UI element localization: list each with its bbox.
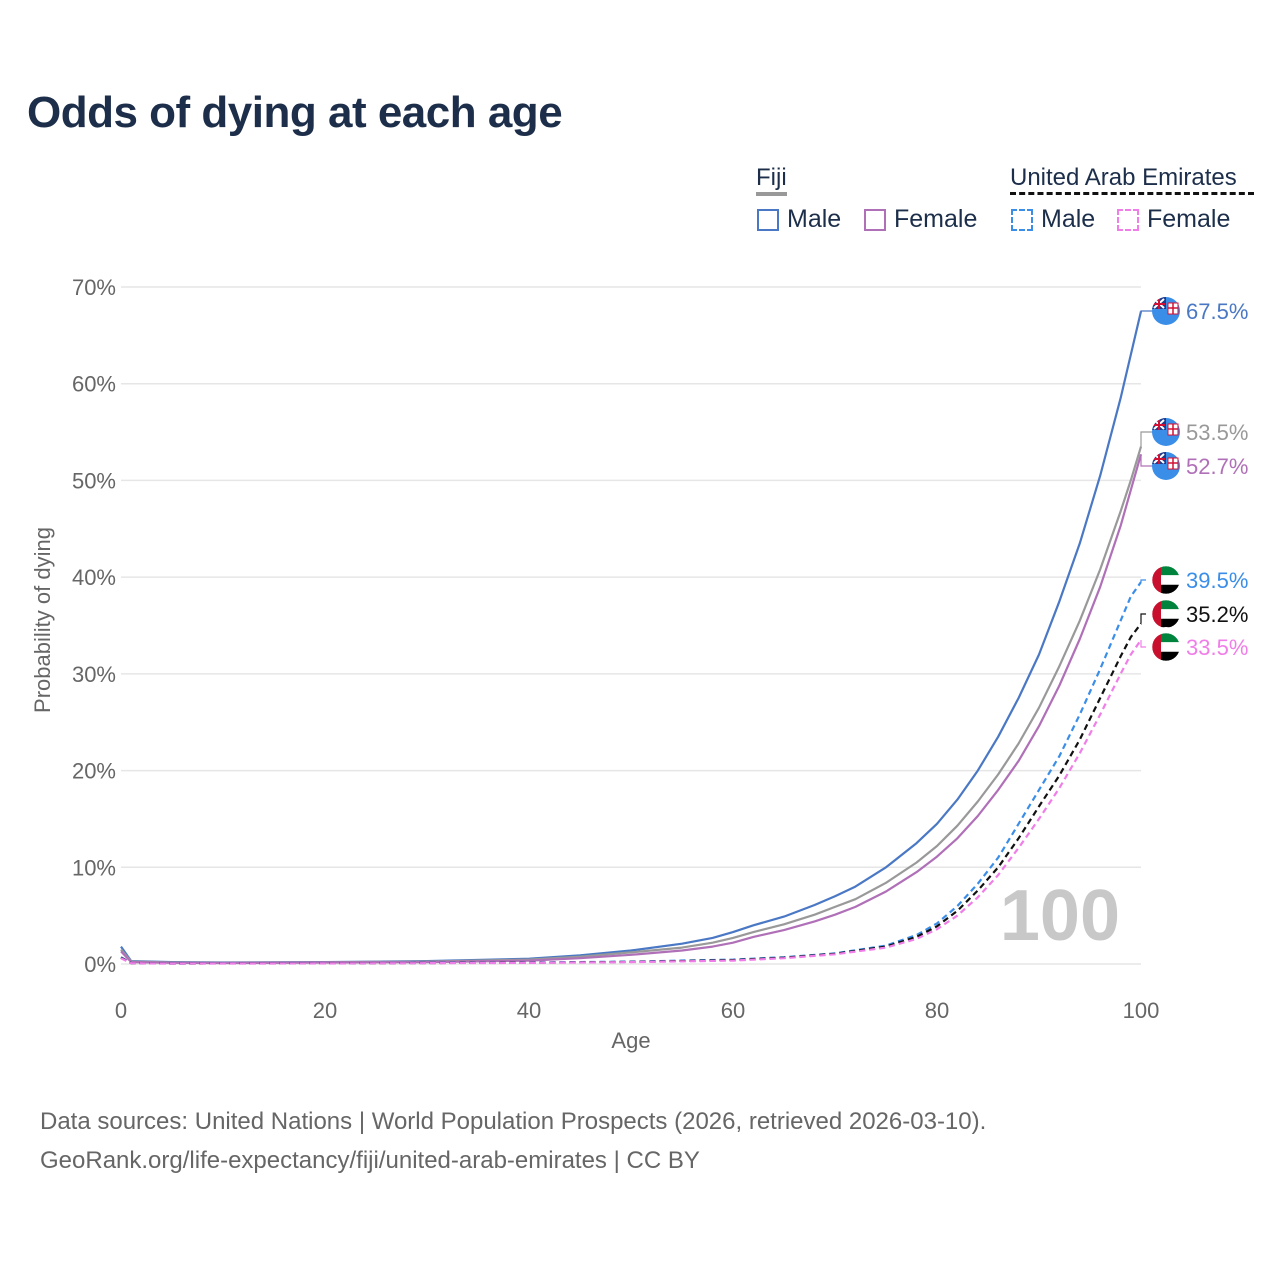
- end-value-label: 39.5%: [1186, 568, 1248, 593]
- y-axis-label: Probability of dying: [30, 527, 55, 713]
- series-line-3[interactable]: [120, 581, 1142, 965]
- x-tick-label: 20: [313, 998, 337, 1023]
- grid-lines: [121, 286, 1141, 965]
- source-link[interactable]: GeoRank.org/life-expectancy/fiji/united-…: [40, 1147, 700, 1174]
- y-tick-label: 20%: [72, 759, 116, 784]
- fiji-flag-icon: [1152, 452, 1180, 480]
- x-tick-label: 40: [517, 998, 541, 1023]
- end-connector: [1140, 431, 1153, 447]
- legend-swatch-uae-female: [1117, 208, 1139, 231]
- fiji-flag-icon: [1152, 297, 1180, 325]
- end-value-label: 67.5%: [1186, 299, 1248, 324]
- end-connector: [1140, 454, 1153, 467]
- x-axis-label: Age: [611, 1028, 650, 1053]
- y-tick-label: 30%: [72, 662, 116, 687]
- legend-item-uae-female[interactable]: Female: [1117, 205, 1230, 234]
- uae-flag-icon: [1146, 560, 1186, 600]
- legend-item-fiji-male[interactable]: Male: [757, 205, 841, 234]
- x-tick-label: 80: [925, 998, 949, 1023]
- series-line-2[interactable]: [120, 453, 1143, 965]
- x-axis-ticks: 0 20 40 60 80 100: [115, 998, 1159, 1023]
- y-tick-label: 50%: [72, 468, 116, 493]
- legend-label-uae-male: Male: [1041, 205, 1096, 233]
- legend-label-uae-female: Female: [1147, 205, 1231, 233]
- legend-swatch-uae-male: [1011, 208, 1033, 231]
- y-tick-label: 0%: [84, 952, 116, 977]
- y-tick-label: 70%: [72, 275, 116, 300]
- end-value-label: 52.7%: [1186, 454, 1248, 479]
- y-tick-label: 60%: [72, 372, 116, 397]
- y-tick-label: 10%: [72, 855, 116, 880]
- end-value-label: 53.5%: [1186, 420, 1248, 445]
- year-watermark: 100: [1000, 876, 1120, 956]
- series-line-5[interactable]: [120, 639, 1142, 965]
- legend-group-fiji[interactable]: Fiji: [756, 164, 787, 196]
- y-axis-ticks: 0% 10% 20% 30% 40% 50% 60% 70%: [72, 275, 116, 977]
- legend-item-uae-male[interactable]: Male: [1011, 205, 1095, 234]
- fiji-flag-icon: [1152, 418, 1180, 446]
- x-tick-label: 60: [721, 998, 745, 1023]
- series-line-0[interactable]: [120, 310, 1143, 964]
- x-tick-label: 0: [115, 998, 127, 1023]
- end-labels: 67.5% 53.5% 52.7% 39.5% 35.2% 33.5%: [1140, 297, 1248, 667]
- data-source-note: Data sources: United Nations | World Pop…: [40, 1108, 987, 1135]
- series-line-1[interactable]: [120, 446, 1143, 964]
- chart-title: Odds of dying at each age: [27, 88, 563, 137]
- legend-group-uae[interactable]: United Arab Emirates: [1010, 164, 1254, 195]
- legend-swatch-fiji-female: [864, 208, 886, 231]
- y-tick-label: 40%: [72, 565, 116, 590]
- legend-item-fiji-female[interactable]: Female: [864, 205, 977, 234]
- legend-label-fiji-male: Male: [787, 205, 842, 233]
- uae-flag-icon: [1146, 594, 1186, 634]
- end-value-label: 33.5%: [1186, 635, 1248, 660]
- uae-flag-icon: [1146, 627, 1186, 667]
- legend-label-fiji-female: Female: [894, 205, 978, 233]
- end-value-label: 35.2%: [1186, 602, 1248, 627]
- x-tick-label: 100: [1123, 998, 1160, 1023]
- series-lines: [120, 310, 1143, 965]
- legend-swatch-fiji-male: [757, 208, 779, 231]
